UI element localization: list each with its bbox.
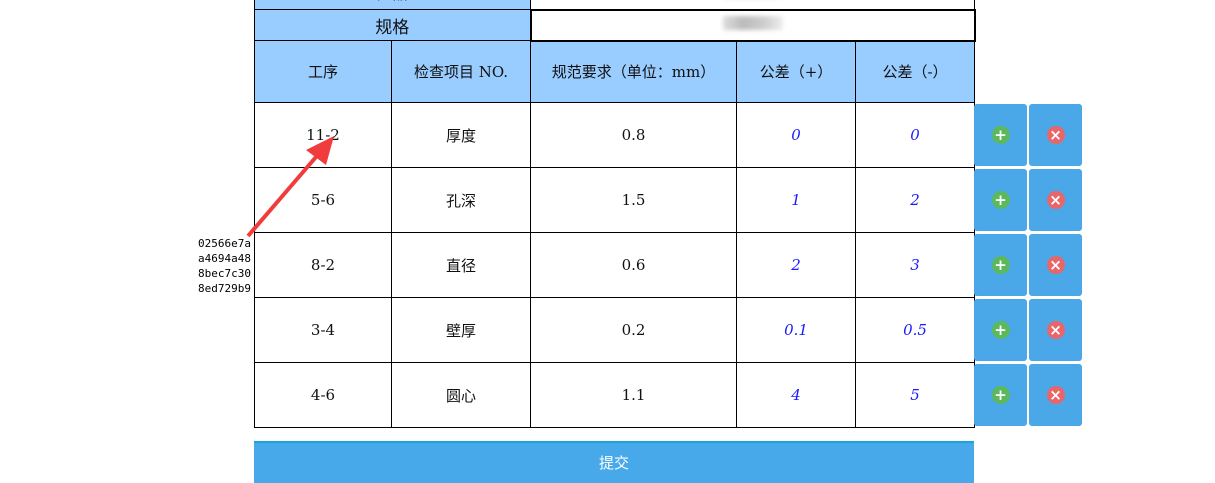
delete-row-button[interactable]: × xyxy=(1029,234,1082,296)
add-row-button[interactable]: + xyxy=(974,104,1027,166)
cell-tol-plus[interactable]: 0 xyxy=(736,102,857,168)
cell-process: 8-2 xyxy=(254,232,392,298)
cell-spec: 0.8 xyxy=(530,102,738,168)
cell-item: 圆心 xyxy=(390,362,532,428)
header-tol-plus: 公差（+） xyxy=(736,40,857,103)
header-tol-minus: 公差（-） xyxy=(855,40,976,103)
table-row: 3-4 壁厚 0.2 0.1 0.5 xyxy=(254,297,976,363)
spec-label: 规格 xyxy=(253,9,532,41)
cell-tol-minus[interactable]: 0 xyxy=(855,102,976,168)
close-circle-icon: × xyxy=(1046,256,1065,274)
annotation-line: a4694a48 xyxy=(198,252,251,265)
cell-tol-minus[interactable]: 3 xyxy=(855,232,976,298)
table-row: 4-6 圆心 1.1 4 5 xyxy=(254,362,976,428)
annotation-line: 8bec7c30 xyxy=(198,267,251,280)
table-row: 5-6 孔深 1.5 1 2 xyxy=(254,167,976,233)
plus-circle-icon: + xyxy=(991,256,1010,274)
plus-circle-icon: + xyxy=(991,321,1010,339)
add-row-button[interactable]: + xyxy=(974,364,1027,426)
cell-item: 直径 xyxy=(390,232,532,298)
spec-value[interactable] xyxy=(529,8,976,42)
header-process: 工序 xyxy=(254,40,392,103)
add-row-button[interactable]: + xyxy=(974,169,1027,231)
cell-tol-plus[interactable]: 0.1 xyxy=(736,297,857,363)
cell-tol-plus[interactable]: 2 xyxy=(736,232,857,298)
annotation-line: 02566e7a xyxy=(198,237,251,250)
close-circle-icon: × xyxy=(1046,386,1065,404)
plus-circle-icon: + xyxy=(991,386,1010,404)
cell-tol-minus[interactable]: 2 xyxy=(855,167,976,233)
cell-tol-plus[interactable]: 4 xyxy=(736,362,857,428)
cell-process: 4-6 xyxy=(254,362,392,428)
cell-tol-minus[interactable]: 5 xyxy=(855,362,976,428)
close-circle-icon: × xyxy=(1046,191,1065,209)
cell-spec: 1.1 xyxy=(530,362,738,428)
submit-button[interactable]: 提交 xyxy=(254,441,974,483)
delete-row-button[interactable]: × xyxy=(1029,104,1082,166)
table-row: 8-2 直径 0.6 2 3 xyxy=(254,232,976,298)
cell-tol-minus[interactable]: 0.5 xyxy=(855,297,976,363)
annotation-text: 02566e7a a4694a48 8bec7c30 8ed729b9 xyxy=(198,236,251,296)
delete-row-button[interactable]: × xyxy=(1029,364,1082,426)
cell-process: 5-6 xyxy=(254,167,392,233)
inspection-table: 产品 规格 工序 检查项目 NO. 规范要求（单位：mm） 公差（+） 公差（-… xyxy=(253,0,976,428)
annotation-line: 8ed729b9 xyxy=(198,282,251,295)
cell-spec: 0.2 xyxy=(530,297,738,363)
close-circle-icon: × xyxy=(1046,126,1065,144)
arrow-annotation-icon xyxy=(246,136,334,238)
table-row: 11-2 厚度 0.8 0 0 xyxy=(254,102,976,168)
cell-item: 壁厚 xyxy=(390,297,532,363)
plus-circle-icon: + xyxy=(991,191,1010,209)
delete-row-button[interactable]: × xyxy=(1029,299,1082,361)
add-row-button[interactable]: + xyxy=(974,299,1027,361)
header-item: 检查项目 NO. xyxy=(390,40,532,103)
header-spec: 规范要求（单位：mm） xyxy=(530,40,738,103)
cell-spec: 0.6 xyxy=(530,232,738,298)
delete-row-button[interactable]: × xyxy=(1029,169,1082,231)
header-row: 工序 检查项目 NO. 规范要求（单位：mm） 公差（+） 公差（-） xyxy=(254,40,976,103)
close-circle-icon: × xyxy=(1046,321,1065,339)
add-row-button[interactable]: + xyxy=(974,234,1027,296)
plus-circle-icon: + xyxy=(991,126,1010,144)
